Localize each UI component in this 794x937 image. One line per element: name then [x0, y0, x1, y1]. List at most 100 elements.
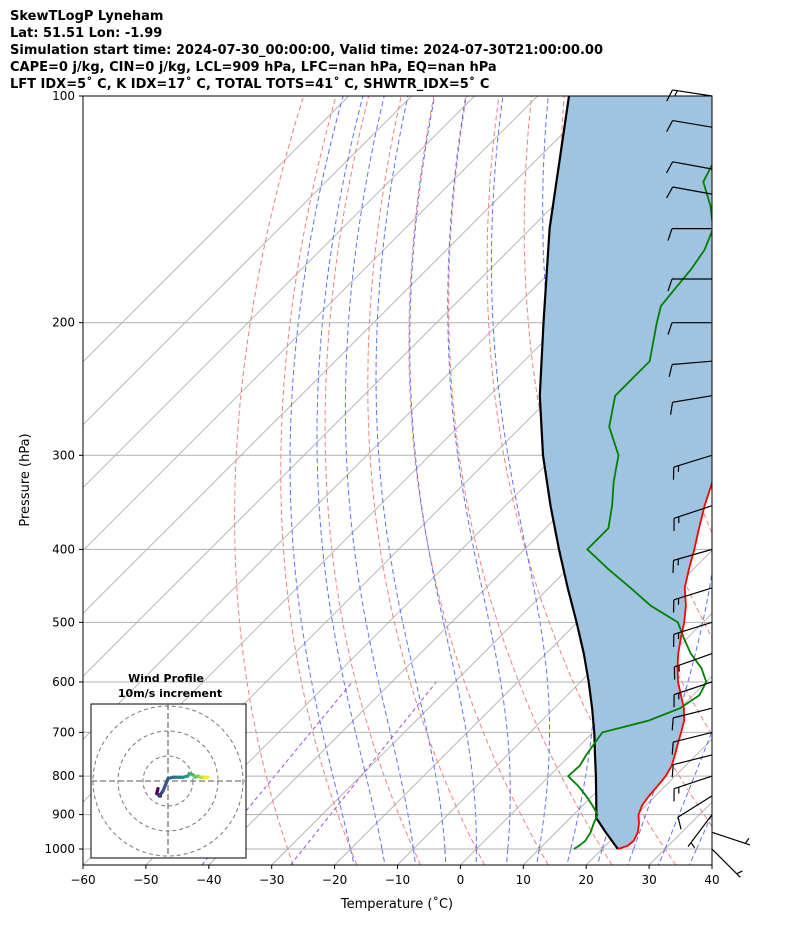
isotherm	[397, 549, 712, 865]
isotherm	[460, 612, 712, 865]
y-tick-label: 900	[52, 808, 75, 822]
mixing-ratio-line	[290, 681, 437, 865]
moist-adiabat-lower	[505, 848, 509, 865]
moist-adiabat	[289, 96, 352, 850]
title-times: Simulation start time: 2024-07-30_00:00:…	[10, 43, 603, 58]
moist-adiabat-lower	[566, 848, 572, 865]
wind-barb	[673, 505, 713, 532]
isotherm	[83, 96, 601, 615]
isotherm	[83, 96, 538, 552]
wind-barb	[667, 278, 712, 292]
moist-adiabat-lower	[658, 848, 666, 865]
wind-profile-inset: Wind Profile 10m/s increment	[90, 672, 247, 859]
wind-barb	[671, 707, 713, 731]
x-tick-label: 10	[516, 873, 531, 887]
wind-barb	[673, 652, 713, 680]
y-tick-label: 600	[52, 675, 75, 689]
x-tick-label: 0	[457, 873, 465, 887]
title-cape-cin: CAPE=0 j/kg, CIN=0 j/kg, LCL=909 hPa, LF…	[10, 60, 497, 75]
moist-adiabat-lower	[752, 849, 760, 865]
dry-adiabat	[367, 96, 485, 865]
wind-barbs	[666, 89, 751, 878]
moist-adiabat	[409, 96, 477, 849]
temperature-line	[617, 480, 712, 850]
wind-barb	[671, 754, 713, 778]
x-tick-label: −10	[385, 873, 410, 887]
inset-ring	[117, 730, 219, 832]
y-axis-label: Pressure (hPa)	[18, 433, 33, 526]
wind-barb	[672, 454, 713, 480]
dry-adiabat	[408, 96, 549, 865]
wind-barb	[672, 548, 713, 574]
moist-adiabat	[759, 96, 794, 849]
moist-adiabat-lower	[688, 848, 697, 865]
wind-barb	[711, 831, 751, 846]
y-tick-label: 300	[52, 448, 75, 462]
isotherm	[83, 96, 664, 677]
y-tick-label: 700	[52, 725, 75, 739]
x-tick-label: −50	[133, 873, 158, 887]
wind-barb	[673, 775, 713, 802]
x-tick-label: −40	[196, 873, 221, 887]
moist-adiabat	[447, 96, 511, 850]
hodograph-segment	[161, 776, 170, 793]
isotherm	[83, 96, 413, 426]
moist-adiabat-lower	[381, 848, 386, 865]
y-tick-label: 500	[52, 615, 75, 629]
moist-adiabat-lower	[596, 848, 603, 865]
dry-adiabat	[523, 96, 712, 828]
title-station: SkewTLogP Lyneham	[10, 9, 164, 24]
moist-adiabat-lower	[720, 849, 728, 865]
dewpoint-line	[566, 163, 712, 850]
moist-adiabat-lower	[627, 848, 635, 865]
moist-adiabat	[664, 729, 712, 850]
x-tick-label: −60	[70, 873, 95, 887]
wind-barb	[669, 395, 713, 415]
y-tick-label: 100	[52, 89, 75, 103]
title-indices: LFT IDX=5˚ C, K IDX=17˚ C, TOTAL TOTS=41…	[10, 77, 490, 92]
moist-adiabat-lower	[413, 848, 416, 865]
y-tick-label: 1000	[44, 842, 75, 856]
moist-adiabat-lower	[444, 848, 447, 865]
dry-adiabat	[280, 96, 358, 865]
wind-barb	[666, 120, 713, 133]
dry-adiabat	[448, 96, 613, 865]
wind-barb	[672, 621, 713, 647]
moist-adiabat	[633, 96, 712, 850]
parcel-shading	[539, 96, 712, 849]
dry-adiabat	[486, 96, 677, 865]
wind-barb	[677, 795, 713, 830]
isotherm	[145, 298, 712, 865]
x-tick-label: 20	[579, 873, 594, 887]
moist-adiabat-lower	[350, 848, 355, 865]
x-tick-label: 40	[704, 873, 719, 887]
isotherm	[711, 864, 712, 865]
dry-adiabat	[760, 96, 794, 865]
x-axis-ticks: −60 −50 −40 −30 −20 −10 0 10 20 30 40	[70, 865, 720, 887]
wind-barb	[673, 681, 713, 708]
wind-barb	[668, 360, 713, 377]
x-tick-label: −30	[259, 873, 284, 887]
dry-adiabat	[324, 96, 422, 865]
wind-barb	[672, 587, 713, 613]
y-axis-ticks: 100 200 300 400 500 600 700 800 900 1000	[44, 89, 83, 856]
y-tick-label: 400	[52, 542, 75, 556]
moist-adiabat	[344, 96, 414, 850]
profile-lines	[538, 96, 712, 850]
moist-adiabat	[316, 96, 383, 850]
y-tick-label: 200	[52, 316, 75, 330]
moist-adiabat	[375, 96, 446, 850]
x-tick-label: −20	[322, 873, 347, 887]
wind-barb	[666, 186, 713, 199]
x-axis-label: Temperature (˚C)	[340, 896, 453, 912]
moist-adiabat-lower	[536, 848, 540, 865]
wind-barb	[711, 848, 743, 878]
y-tick-label: 800	[52, 769, 75, 783]
wind-barb	[667, 228, 712, 241]
wind-barb	[687, 814, 713, 849]
x-tick-label: 30	[641, 873, 656, 887]
inset-ring	[142, 755, 194, 807]
inset-subtitle: 10m/s increment	[118, 687, 222, 700]
wind-barb	[667, 322, 712, 335]
